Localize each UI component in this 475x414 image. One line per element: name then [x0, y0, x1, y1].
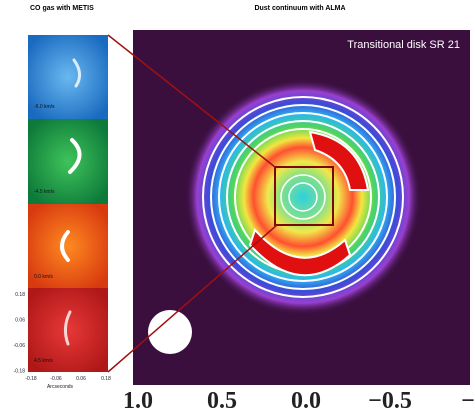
x-tick-label: 0.5 [207, 388, 237, 414]
panel-label: -6.0 km/s [34, 104, 55, 110]
x-tick-label: -0.06 [50, 376, 62, 382]
x-tick-label: 1.0 [123, 388, 153, 414]
panel-label: -4.5 km/s [34, 189, 55, 195]
figure: CO gas with METIS Dust continuum with AL… [0, 0, 475, 414]
x-tick-label: 0.18 [101, 376, 111, 382]
x-tick-label: -0.18 [25, 376, 37, 382]
panel-label: 0.0 km/s [34, 274, 53, 280]
y-tick-label: -0.06 [14, 343, 26, 349]
x-tick-label: 0.06 [76, 376, 86, 382]
panel-label: 4.5 km/s [34, 358, 53, 364]
x-tick-label: −1 [461, 388, 475, 414]
left-title: CO gas with METIS [30, 5, 94, 12]
y-tick-label: 0.18 [15, 292, 25, 298]
image-label: Transitional disk SR 21 [347, 39, 460, 51]
y-tick-label: -0.18 [14, 369, 26, 375]
disk [185, 79, 421, 315]
right-title: Dust continuum with ALMA [254, 5, 345, 12]
x-tick-label: 0.0 [291, 388, 321, 414]
y-tick-label: 0.06 [15, 318, 25, 324]
x-tick-label: −0.5 [368, 388, 412, 414]
x-axis-label: Arcseconds [47, 384, 74, 390]
